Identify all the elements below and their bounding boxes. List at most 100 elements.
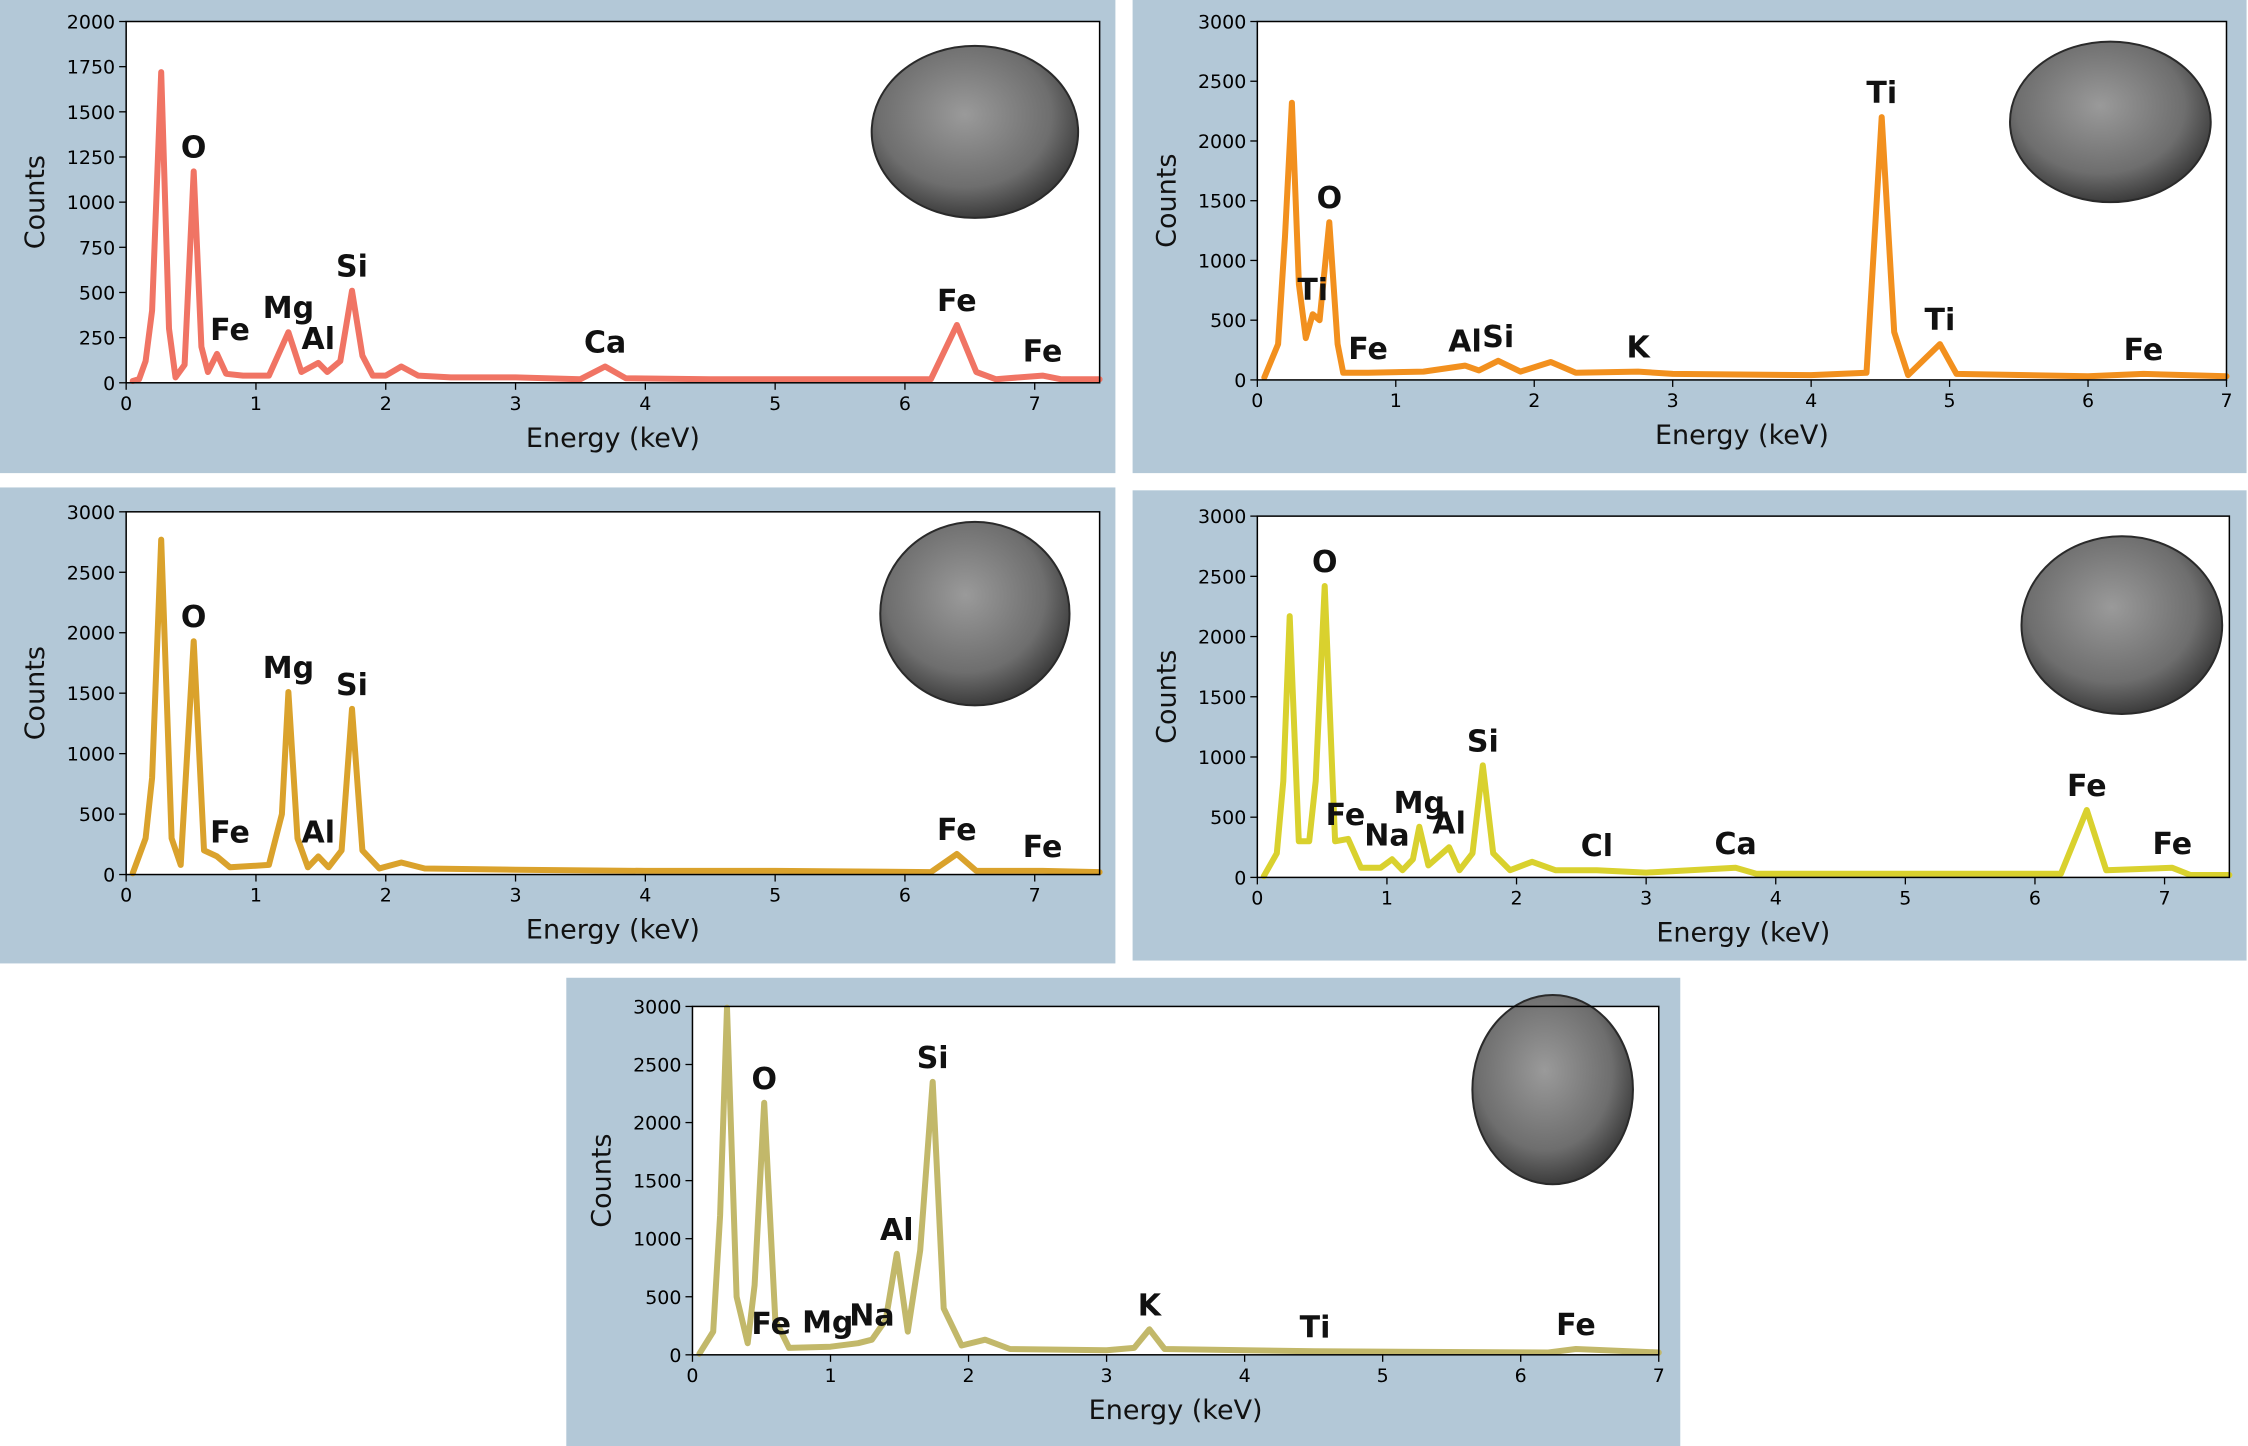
peak-label: Fe <box>1326 798 1366 833</box>
peak-label: Fe <box>1023 335 1063 370</box>
x-tick-label: 7 <box>2159 887 2171 909</box>
y-tick-label: 3000 <box>67 502 115 524</box>
peak-label: Fe <box>1348 332 1388 367</box>
particle-image <box>870 44 1080 219</box>
peak-label: Ca <box>584 326 626 361</box>
peak-label: Ti <box>1866 76 1897 111</box>
x-tick-label: 2 <box>963 1365 975 1387</box>
y-tick-label: 250 <box>79 328 115 350</box>
y-tick-label: 2000 <box>67 623 115 645</box>
x-tick-label: 3 <box>1640 887 1652 909</box>
x-tick-label: 6 <box>1515 1365 1527 1387</box>
peak-label: Cl <box>1581 829 1613 864</box>
y-tick-label: 750 <box>79 237 115 259</box>
y-tick-label: 1750 <box>67 57 115 79</box>
y-tick-label: 2500 <box>1198 566 1246 588</box>
y-axis-label: Counts <box>586 1134 617 1228</box>
peak-label: O <box>1317 181 1343 216</box>
plot-frame <box>1256 20 2228 381</box>
peak-label: Fe <box>210 815 250 850</box>
spectrum-line <box>129 69 1103 384</box>
peak-label: Al <box>302 815 336 850</box>
x-tick-label: 6 <box>899 885 911 907</box>
x-tick-label: 6 <box>899 393 911 415</box>
peak-label: Fe <box>2067 769 2107 804</box>
peak-label: Na <box>849 1299 894 1334</box>
spectrum-line <box>129 536 1103 877</box>
x-tick-label: 5 <box>1944 390 1956 412</box>
peak-label: Fe <box>210 313 250 348</box>
peak-label: Si <box>336 250 368 285</box>
y-tick-label: 2000 <box>633 1113 681 1135</box>
y-tick-label: 0 <box>103 865 115 887</box>
y-tick-label: 2000 <box>1198 131 1246 153</box>
particle-image <box>879 520 1071 707</box>
peak-label: Fe <box>1023 830 1063 865</box>
peak-label: Na <box>1364 818 1409 853</box>
x-tick-label: 7 <box>2220 390 2232 412</box>
peak-label: Si <box>336 668 368 703</box>
x-tick-label: 1 <box>1390 390 1402 412</box>
y-tick-label: 500 <box>1210 807 1246 829</box>
peak-label: Fe <box>937 284 977 319</box>
y-tick-label: 1500 <box>1198 191 1246 213</box>
x-tick-label: 5 <box>769 393 781 415</box>
y-tick-label: 2500 <box>633 1055 681 1077</box>
x-tick-label: 0 <box>120 885 132 907</box>
peak-label: Fe <box>1556 1308 1596 1343</box>
peak-label: O <box>1312 545 1338 580</box>
y-tick-label: 2000 <box>67 12 115 34</box>
y-tick-label: 1000 <box>67 744 115 766</box>
y-tick-label: 1000 <box>67 192 115 214</box>
x-tick-label: 7 <box>1029 885 1041 907</box>
peak-label: O <box>751 1062 777 1097</box>
y-tick-label: 1000 <box>1198 250 1246 272</box>
plot-frame <box>1256 515 2231 879</box>
y-tick-label: 1500 <box>67 683 115 705</box>
x-tick-label: 7 <box>1653 1365 1665 1387</box>
peak-label: Fe <box>751 1307 791 1342</box>
peak-label: Si <box>1482 320 1514 355</box>
x-axis-label: Energy (keV) <box>1655 420 1829 451</box>
peak-label: Fe <box>2124 333 2164 368</box>
y-tick-label: 1250 <box>67 147 115 169</box>
x-tick-label: 7 <box>1029 393 1041 415</box>
peak-label: Ti <box>1300 1310 1331 1345</box>
particle-image <box>1471 993 1634 1186</box>
plot-frame <box>691 1005 1660 1356</box>
x-tick-label: 1 <box>250 393 262 415</box>
particle-image <box>2009 40 2212 204</box>
peak-label: O <box>181 130 207 165</box>
spectrum-line <box>696 1004 1662 1357</box>
x-tick-label: 2 <box>380 885 392 907</box>
x-tick-label: 0 <box>1251 390 1263 412</box>
y-tick-label: 1000 <box>1198 747 1246 769</box>
x-tick-label: 4 <box>1770 887 1782 909</box>
peak-label: Mg <box>802 1306 853 1341</box>
x-tick-label: 4 <box>639 885 651 907</box>
y-tick-label: 0 <box>1234 370 1246 392</box>
chart-panel: 0 1 2 3 4 5 6 7 0 500 1000 1500 2000 2500 3000 Energy (… <box>1132 0 2247 474</box>
y-tick-label: 1500 <box>1198 687 1246 709</box>
x-axis-label: Energy (keV) <box>526 423 700 454</box>
x-tick-label: 4 <box>639 393 651 415</box>
x-tick-label: 6 <box>2029 887 2041 909</box>
x-tick-label: 3 <box>510 393 522 415</box>
peak-label: Si <box>1467 724 1499 759</box>
y-tick-label: 500 <box>645 1287 681 1309</box>
y-tick-label: 3000 <box>633 996 681 1018</box>
peak-label: K <box>1138 1288 1163 1323</box>
peak-label: Ti <box>1297 273 1328 308</box>
x-tick-label: 1 <box>824 1365 836 1387</box>
y-tick-label: 3000 <box>1198 506 1246 528</box>
x-axis-label: Energy (keV) <box>526 915 700 946</box>
peak-label: Mg <box>1394 786 1445 821</box>
peak-label: Fe <box>937 813 977 848</box>
x-tick-label: 3 <box>510 885 522 907</box>
x-tick-label: 2 <box>1528 390 1540 412</box>
y-tick-label: 500 <box>1210 310 1246 332</box>
peak-label: Ca <box>1714 827 1756 862</box>
y-tick-label: 1500 <box>633 1171 681 1193</box>
peak-label: Al <box>302 322 336 357</box>
